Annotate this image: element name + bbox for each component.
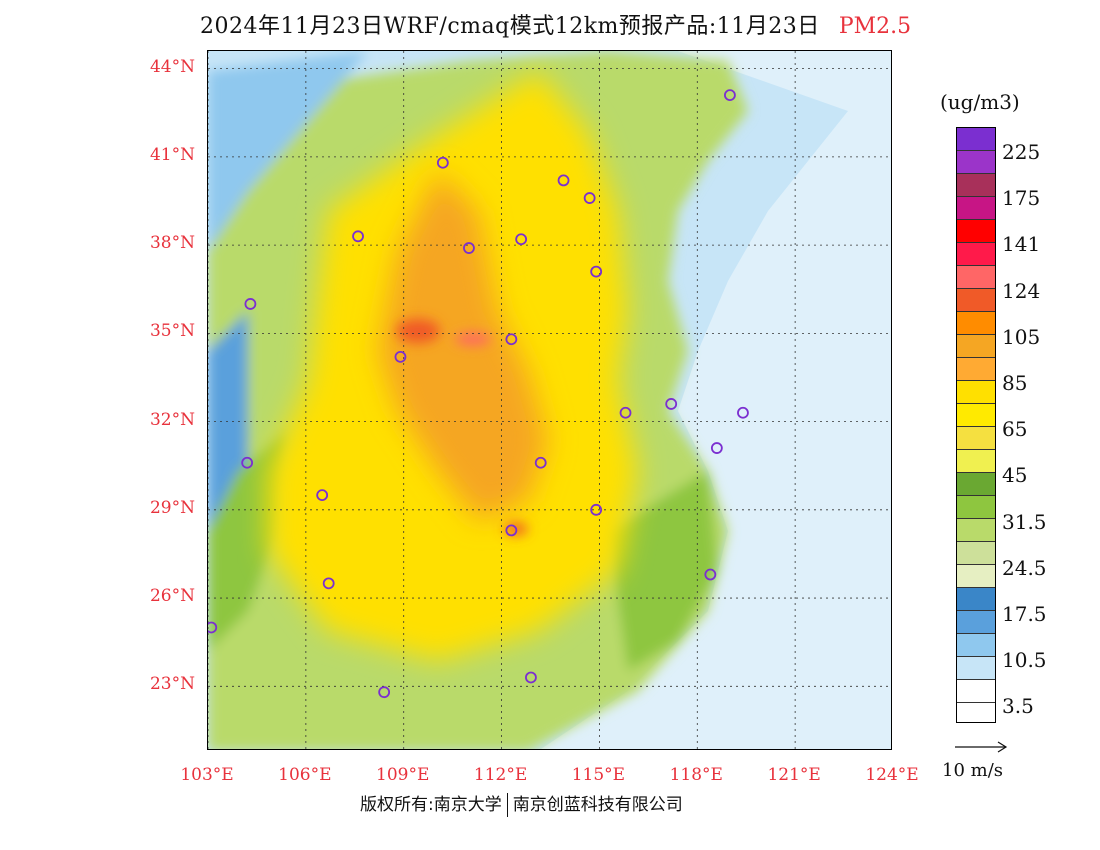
colorbar-swatch [957, 611, 995, 634]
copyright: 版权所有:南京大学 南京创蓝科技有限公司 [360, 790, 683, 817]
city-marker [316, 489, 329, 502]
colorbar-swatch [957, 519, 995, 542]
city-marker [436, 156, 449, 169]
city-marker [525, 671, 537, 684]
lon-tick-label: 103°E [180, 765, 234, 785]
city-marker [665, 398, 678, 410]
city-marker [515, 233, 528, 246]
legend-unit: (ug/m3) [940, 90, 1020, 114]
colorbar-swatch [957, 174, 995, 197]
colorbar-swatch [957, 151, 995, 174]
wind-reference-label: 10 m/s [942, 760, 1003, 781]
colorbar-swatch [957, 197, 995, 220]
lon-tick-label: 115°E [571, 765, 626, 785]
colorbar-swatch [957, 358, 995, 381]
city-markers [208, 89, 749, 699]
colorbar-label: 31.5 [1002, 509, 1047, 534]
city-marker [583, 192, 596, 204]
colorbar-swatch [957, 542, 995, 565]
colorbar-swatch [957, 289, 995, 312]
city-marker [244, 298, 257, 310]
colorbar-swatch [957, 657, 995, 680]
colorbar-swatch [957, 220, 995, 243]
colorbar-swatch [957, 427, 995, 450]
colorbar-swatch [957, 128, 995, 151]
colorbar-swatch [957, 450, 995, 473]
lon-tick-label: 109°E [376, 765, 430, 785]
lat-tick-label: 29°N [149, 497, 195, 518]
city-marker [352, 230, 364, 243]
colorbar-swatch [957, 565, 995, 588]
lat-tick-label: 35°N [149, 321, 195, 342]
colorbar-label: 85 [1002, 371, 1028, 395]
title-product: PM2.5 [838, 14, 912, 39]
colorbar-swatch [957, 335, 995, 358]
city-marker [710, 442, 723, 454]
copyright-left: 版权所有:南京大学 [360, 795, 502, 815]
lat-tick-label: 23°N [149, 674, 195, 695]
pm25-orange-field [378, 171, 548, 521]
colorbar-label: 45 [1002, 463, 1028, 488]
colorbar-label: 175 [1002, 186, 1041, 211]
colorbar-label: 124 [1002, 278, 1041, 303]
city-marker [505, 333, 518, 346]
colorbar-label: 105 [1002, 324, 1041, 349]
lon-tick-label: 124°E [865, 765, 919, 785]
lat-tick-label: 26°N [149, 586, 195, 607]
colorbar [956, 127, 996, 723]
colorbar-swatch [957, 588, 995, 611]
chart-title: 2024年11月23日WRF/cmaq模式12km预报产品:11月23日 PM2… [200, 8, 960, 40]
colorbar-swatch [957, 312, 995, 335]
city-marker [704, 568, 717, 581]
wind-reference-arrow [955, 741, 1008, 753]
city-marker [463, 242, 475, 254]
lat-tick-label: 32°N [149, 409, 195, 430]
city-marker [505, 524, 518, 537]
colorbar-swatch [957, 404, 995, 427]
lon-tick-label: 121°E [767, 765, 821, 785]
colorbar-label: 225 [1002, 140, 1041, 164]
colorbar-label: 3.5 [1002, 694, 1034, 719]
lat-tick-label: 41°N [149, 144, 195, 165]
colorbar-swatch [957, 634, 995, 657]
colorbar-label: 10.5 [1002, 648, 1047, 673]
city-marker [557, 174, 570, 187]
lon-tick-label: 112°E [473, 765, 528, 785]
map-panel [207, 50, 892, 750]
pm25-map [208, 51, 891, 749]
colorbar-swatch [957, 496, 995, 519]
open-sea [541, 51, 891, 749]
city-marker [737, 406, 749, 419]
city-marker [590, 503, 603, 516]
colorbar-swatch [957, 243, 995, 266]
colorbar-label: 24.5 [1002, 555, 1047, 580]
lat-tick-label: 44°N [149, 56, 195, 77]
lat-tick-label: 38°N [149, 233, 195, 254]
graticule [208, 51, 891, 749]
lon-tick-label: 106°E [278, 765, 332, 785]
city-marker [619, 406, 632, 419]
colorbar-label: 141 [1002, 232, 1041, 257]
city-marker [394, 350, 407, 363]
colorbar-swatch [957, 680, 995, 703]
colorbar-swatch [957, 473, 995, 496]
city-marker [590, 265, 603, 278]
title-main: 2024年11月23日WRF/cmaq模式12km预报产品:11月23日 [200, 14, 820, 39]
copyright-right: 南京创蓝科技有限公司 [512, 795, 683, 815]
city-marker [534, 456, 547, 469]
city-marker [208, 621, 218, 634]
city-marker [241, 456, 254, 469]
city-marker [322, 577, 335, 590]
colorbar-swatch [957, 266, 995, 289]
colorbar-label: 17.5 [1002, 602, 1047, 626]
colorbar-label: 65 [1002, 417, 1028, 442]
city-marker [724, 89, 736, 102]
lon-tick-label: 118°E [669, 765, 723, 785]
city-marker [378, 686, 391, 699]
colorbar-swatch [957, 381, 995, 404]
